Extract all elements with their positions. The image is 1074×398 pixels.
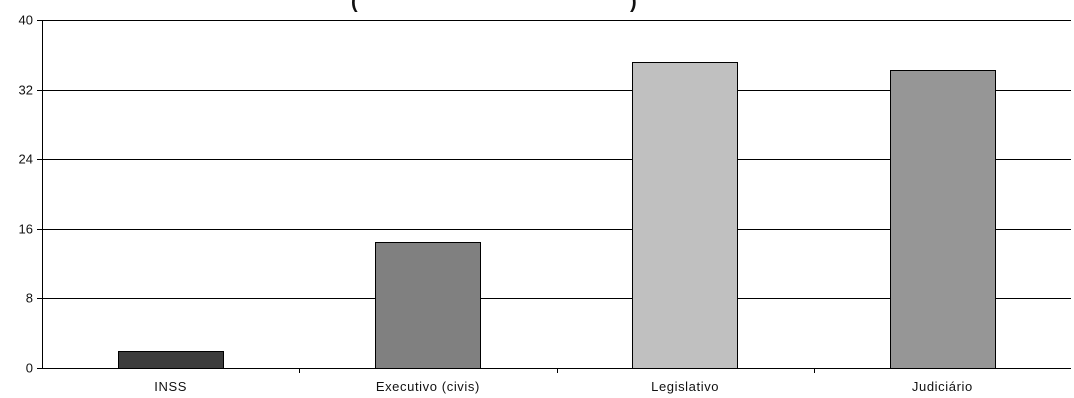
- bar-3: [890, 70, 996, 369]
- y-tick-label-1: 8: [26, 291, 33, 306]
- chart-title-open: (: [351, 0, 358, 13]
- y-tick-label-3: 24: [19, 152, 33, 167]
- x-tick-label-3: Judiciário: [912, 379, 973, 394]
- x-tick-label-0: INSS: [154, 379, 187, 394]
- bar-0: [118, 351, 224, 369]
- x-tick-label-2: Legislativo: [651, 379, 719, 394]
- y-tick-label-5: 40: [19, 13, 33, 28]
- y-tick-label-4: 32: [19, 83, 33, 98]
- y-tick-label-0: 0: [26, 361, 33, 376]
- chart-title-close: ): [630, 0, 637, 13]
- bar-1: [375, 242, 481, 369]
- bar-layer: [118, 62, 996, 369]
- y-tick-label-2: 16: [19, 222, 33, 237]
- x-tick-label-1: Executivo (civis): [376, 379, 480, 394]
- label-layer: INSS Executivo (civis) Legislativo Judiciár…: [154, 379, 973, 394]
- bar-2: [632, 62, 738, 369]
